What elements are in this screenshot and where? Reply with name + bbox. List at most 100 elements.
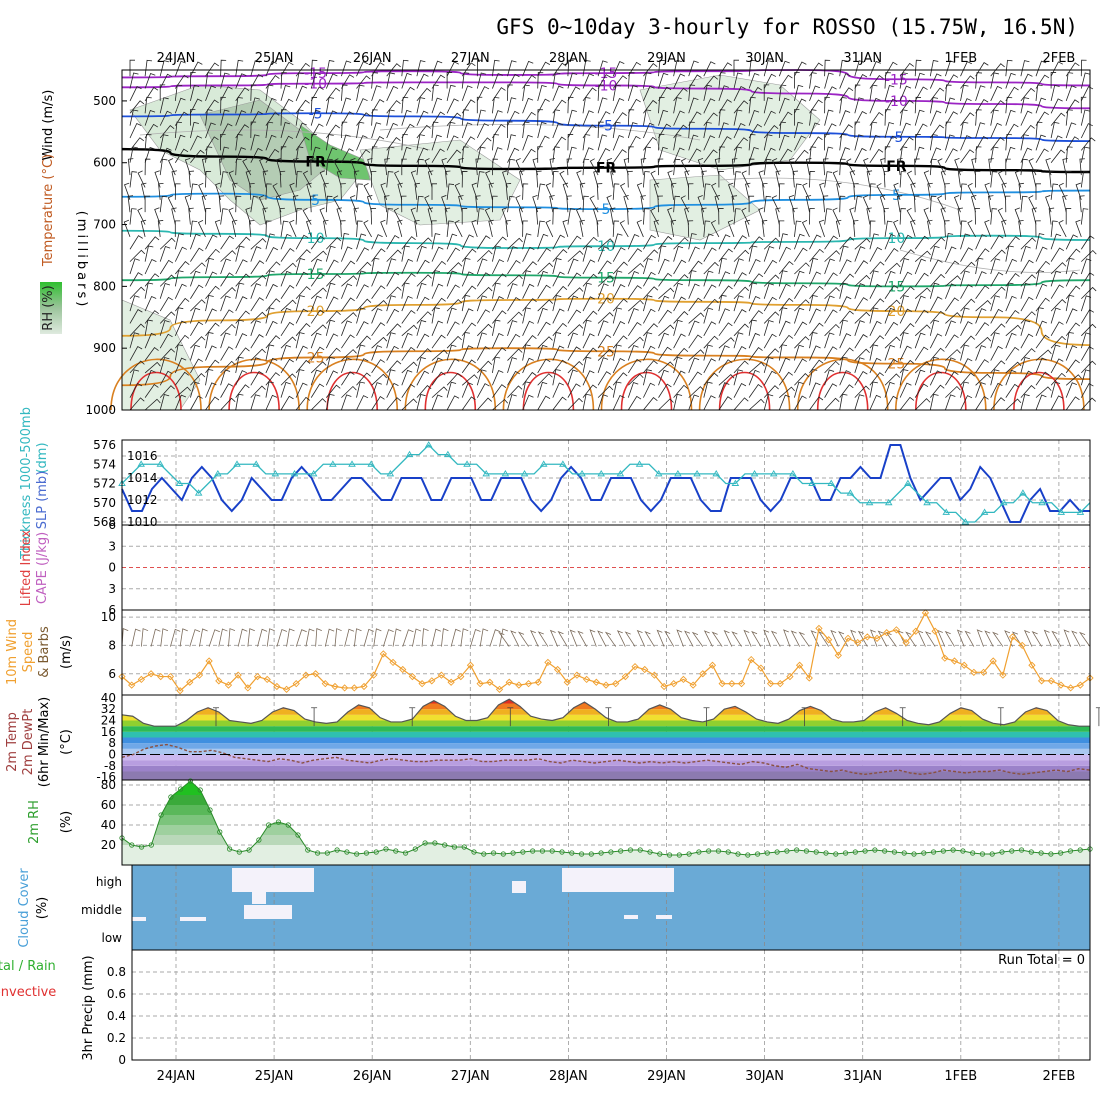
wind-speed-point — [573, 671, 581, 679]
wind-barb — [458, 158, 464, 176]
wind-barb — [657, 195, 663, 213]
wind-barb — [190, 135, 203, 151]
wind-barb — [929, 73, 942, 89]
wind-barb — [869, 381, 878, 398]
wind-barb — [643, 345, 656, 361]
wind-barb-10m — [412, 628, 422, 647]
wind-barb — [597, 246, 609, 262]
wind-barb — [566, 195, 572, 213]
wind-barb — [280, 373, 297, 386]
wind-barb — [1050, 344, 1061, 361]
wind-barb — [280, 247, 295, 262]
wind-barb — [884, 61, 898, 77]
thickness-point — [1076, 508, 1085, 515]
wind-barb — [492, 158, 498, 176]
wind-barb — [371, 382, 382, 398]
wind-speed-point — [699, 670, 707, 678]
wind-barb — [220, 383, 234, 398]
wind-barb — [758, 207, 765, 225]
temp-band — [122, 760, 1090, 766]
wind-barb — [265, 121, 274, 139]
wind-barb — [1065, 382, 1077, 398]
wind-barb — [552, 359, 567, 374]
wind-speed-point — [466, 661, 475, 669]
wind-barb — [701, 207, 707, 225]
rh-point — [500, 851, 506, 857]
wind-barb — [215, 182, 221, 200]
wind-barb-10m — [743, 629, 752, 647]
wind-barb — [788, 157, 795, 176]
wind-barb — [431, 260, 447, 275]
thickness-point — [904, 479, 912, 486]
wind-barb — [688, 357, 700, 374]
wind-barb-10m — [498, 631, 510, 647]
wind-barb — [401, 383, 416, 398]
wind-barb — [190, 336, 206, 349]
wind-barb — [325, 347, 341, 361]
temp-line — [121, 698, 1090, 727]
rh-point — [275, 819, 282, 825]
wind-barb-10m — [441, 628, 449, 647]
wind-speed-point — [215, 677, 223, 685]
wind-barb — [1020, 259, 1034, 275]
wind-barb-10m — [1031, 631, 1042, 647]
isotherm-30-loop — [228, 371, 280, 411]
wind-barb — [446, 183, 455, 200]
wind-barb — [356, 84, 365, 101]
wind-barb — [824, 250, 841, 262]
wind-barb — [809, 109, 817, 126]
wind-barb — [386, 235, 400, 250]
wind-barb — [476, 332, 487, 349]
wind-barb — [144, 96, 152, 114]
wind-barb — [431, 111, 445, 126]
wind-barb — [492, 384, 507, 398]
wind-barb-10m — [228, 628, 236, 647]
wind-barb — [567, 123, 581, 139]
wind-barb — [658, 123, 672, 139]
wind-barb — [1080, 109, 1090, 126]
wind-barb — [279, 170, 286, 188]
wind-barb — [552, 62, 567, 77]
wind-barb — [159, 158, 168, 176]
wind-barb — [159, 147, 172, 163]
wind-barb — [536, 170, 542, 188]
wind-barb — [295, 369, 305, 386]
wind-barb — [371, 396, 385, 411]
isotherm-25-loop — [600, 358, 693, 411]
wind-speed-point — [350, 684, 358, 692]
label-millibars: (millibars) — [74, 211, 89, 310]
rh-point — [803, 848, 810, 854]
wind-barb — [643, 136, 658, 151]
rh-point — [226, 846, 233, 852]
wind-barb — [1035, 60, 1047, 77]
wind-barb — [854, 385, 870, 398]
wind-barb — [854, 121, 861, 139]
wind-barb — [235, 59, 244, 77]
wind-barb — [854, 246, 866, 262]
wind-barb — [325, 147, 338, 163]
wind-barb — [356, 284, 369, 299]
wind-barb — [710, 220, 720, 238]
ytick-pressure: 800 — [93, 279, 116, 293]
wind-barb — [582, 319, 592, 336]
wind-barb — [794, 72, 800, 89]
wind-barb — [589, 158, 599, 176]
rh-point — [129, 842, 135, 848]
wind-barb — [794, 61, 807, 77]
wind-barb — [718, 248, 733, 262]
wind-barb — [174, 270, 184, 287]
wind-barb — [492, 370, 504, 386]
wind-speed-point — [592, 678, 600, 686]
wind-barb — [593, 170, 599, 188]
wind-barb — [371, 99, 385, 114]
wind-barb — [129, 59, 135, 77]
wind-speed-point — [379, 650, 387, 658]
wind-barb — [293, 158, 299, 176]
wind-barb — [144, 158, 151, 176]
wind-barb — [960, 284, 973, 299]
wind-barb — [628, 262, 644, 275]
wind-barb — [144, 236, 160, 250]
wind-speed-point — [205, 657, 213, 665]
wind-barb — [658, 133, 665, 151]
wind-barb — [262, 207, 268, 225]
